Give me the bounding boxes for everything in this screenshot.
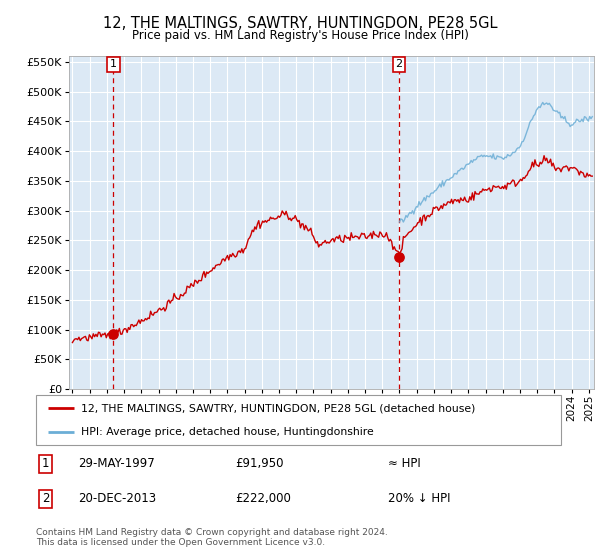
Text: HPI: Average price, detached house, Huntingdonshire: HPI: Average price, detached house, Hunt…	[80, 427, 373, 437]
Point	[394, 253, 404, 262]
Text: Contains HM Land Registry data © Crown copyright and database right 2024.
This d: Contains HM Land Registry data © Crown c…	[36, 528, 388, 547]
FancyBboxPatch shape	[36, 395, 561, 445]
Text: Price paid vs. HM Land Registry's House Price Index (HPI): Price paid vs. HM Land Registry's House …	[131, 29, 469, 42]
Text: 2: 2	[42, 492, 49, 505]
Text: 2: 2	[395, 59, 403, 69]
Text: 1: 1	[110, 59, 117, 69]
Text: 29-MAY-1997: 29-MAY-1997	[78, 458, 155, 470]
Text: 1: 1	[42, 458, 49, 470]
Text: ≈ HPI: ≈ HPI	[388, 458, 421, 470]
Point	[109, 330, 118, 339]
Text: 12, THE MALTINGS, SAWTRY, HUNTINGDON, PE28 5GL (detached house): 12, THE MALTINGS, SAWTRY, HUNTINGDON, PE…	[80, 403, 475, 413]
Text: 20-DEC-2013: 20-DEC-2013	[78, 492, 156, 505]
Text: £91,950: £91,950	[235, 458, 284, 470]
Text: 20% ↓ HPI: 20% ↓ HPI	[388, 492, 450, 505]
Text: £222,000: £222,000	[235, 492, 292, 505]
Text: 12, THE MALTINGS, SAWTRY, HUNTINGDON, PE28 5GL: 12, THE MALTINGS, SAWTRY, HUNTINGDON, PE…	[103, 16, 497, 31]
